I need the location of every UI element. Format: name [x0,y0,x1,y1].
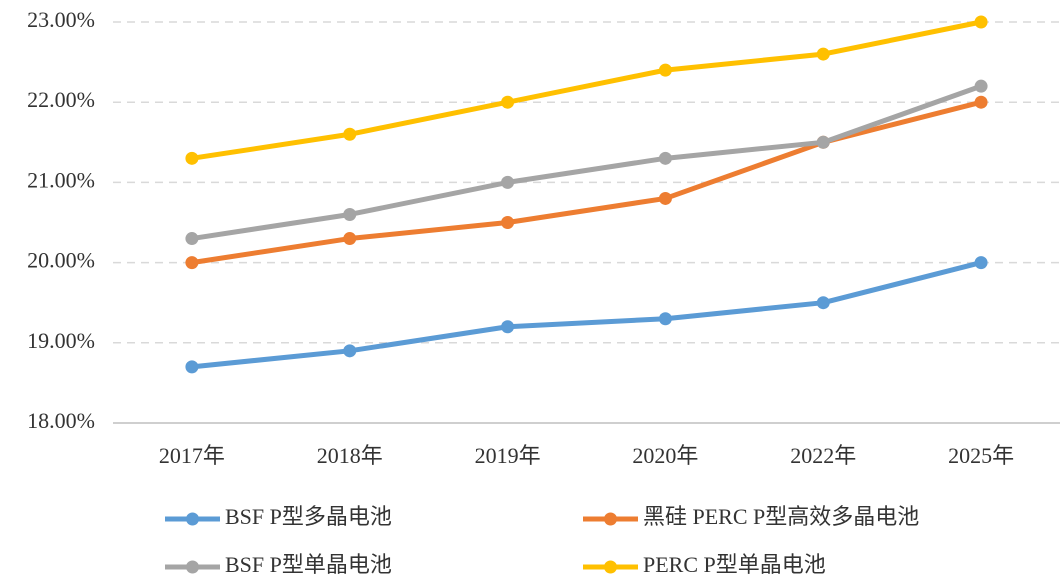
legend-label: 黑硅 PERC P型高效多晶电池 [643,504,919,529]
x-tick-label: 2017年 [159,443,225,468]
point [501,216,515,229]
legend-swatch-marker [604,560,617,574]
point [343,232,357,246]
x-tick-label: 2019年 [475,443,541,468]
y-tick-label: 22.00% [27,87,95,112]
legend-swatch-marker [186,512,199,526]
point [816,135,830,149]
point [974,15,988,29]
point [185,151,199,165]
point [816,296,830,310]
legend-label: BSF P型单晶电池 [225,552,392,577]
point [974,95,988,109]
point [816,47,830,61]
x-tick-label: 2018年 [317,443,383,468]
y-tick-label: 19.00% [27,328,95,353]
series-line [191,260,982,370]
y-tick-label: 23.00% [27,7,95,32]
point [185,232,199,246]
y-tick-label: 18.00% [27,408,95,433]
point [501,175,515,189]
series-line [191,83,982,242]
y-tick-label: 20.00% [27,248,95,273]
legend-swatch-marker [186,560,199,574]
point [501,95,515,109]
point [185,256,199,270]
point [343,344,357,358]
legend-label: PERC P型单晶电池 [643,552,826,577]
point [658,312,672,326]
point [658,191,672,205]
legend-swatch-marker [604,512,617,526]
point [974,256,988,270]
point [343,207,357,221]
y-tick-label: 21.00% [27,167,95,192]
point [658,151,672,165]
series-line [191,19,982,161]
x-tick-label: 2020年 [632,443,698,468]
x-tick-label: 2022年 [790,443,856,468]
point [343,127,357,141]
series-line [191,99,982,266]
legend-label: BSF P型多晶电池 [225,504,392,529]
point [185,360,199,374]
x-tick-label: 2025年 [948,443,1014,468]
point [658,63,672,77]
point [974,79,988,93]
point [501,320,515,334]
